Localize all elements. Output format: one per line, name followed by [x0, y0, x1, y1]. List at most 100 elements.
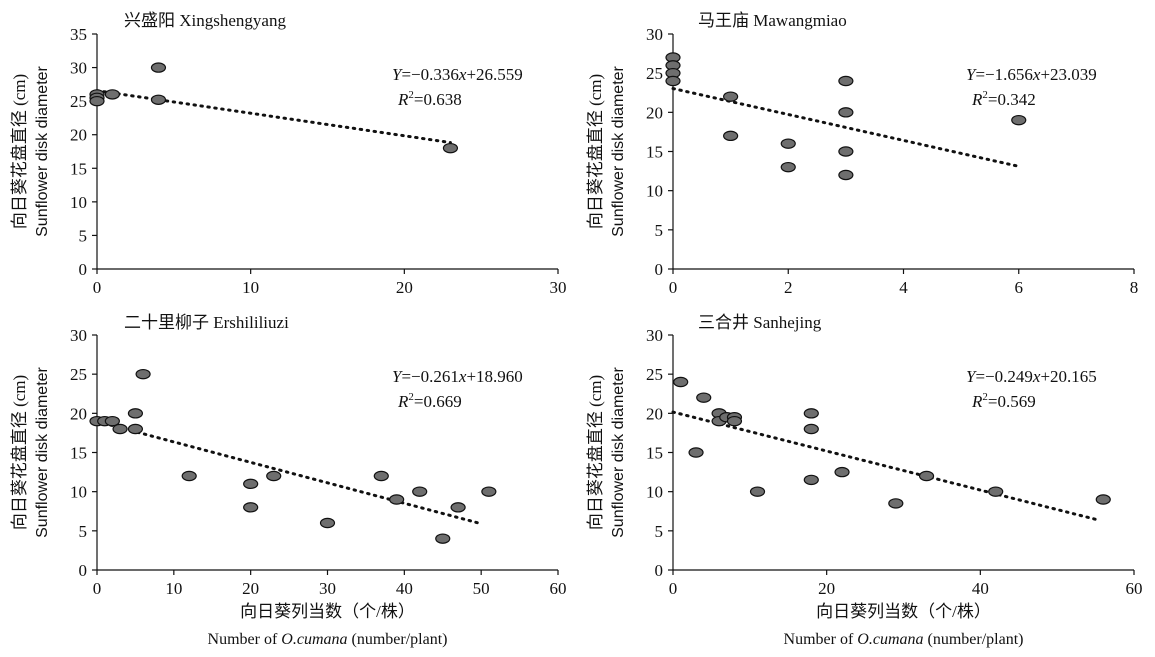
y-axis-label-en: Sunflower disk diameter — [34, 65, 51, 236]
data-point — [243, 478, 259, 490]
panel-title: 二十里柳子 Ershililiuzi — [124, 313, 289, 332]
regression-equation: Y=−0.336x+26.559 — [392, 65, 523, 84]
y-tick-label: 5 — [655, 522, 664, 541]
y-tick-label: 0 — [655, 260, 664, 279]
x-tick-label: 0 — [93, 579, 102, 598]
panel-xingshengyang: 0 5 10 15 20 25 30 35 0 10 20 30 兴盛阳 Xingshengyang 向日… — [10, 11, 567, 297]
data-point — [243, 502, 259, 513]
y-axis-label-en: Sunflower disk diameter — [610, 65, 627, 236]
y-tick-label: 25 — [646, 64, 663, 83]
x-axis-label-cn: 向日葵列当数（个/株） — [816, 602, 991, 621]
y-axis-label-cn: 向日葵花盘直径 (cm) — [586, 74, 605, 229]
y-tick-label: 30 — [646, 326, 663, 345]
x-axis-label-en: Number of O.cumana (number/plant) — [208, 631, 448, 648]
y-tick-label: 20 — [70, 404, 87, 423]
data-point — [726, 415, 743, 427]
x-tick-label: 2 — [784, 278, 793, 297]
y-axis-label-cn: 向日葵花盘直径 (cm) — [586, 375, 605, 530]
regression-equation: Y=−0.249x+20.165 — [966, 367, 1097, 386]
data-point — [150, 94, 167, 106]
y-tick-label: 35 — [70, 25, 87, 44]
x-tick-label: 40 — [972, 579, 989, 598]
data-point — [150, 62, 167, 73]
x-axis-label-en: Number of O.cumana (number/plant) — [784, 631, 1024, 648]
regression-equation: Y=−1.656x+23.039 — [966, 65, 1097, 84]
y-tick-label: 20 — [70, 126, 87, 145]
x-tick-label: 8 — [1130, 278, 1139, 297]
x-tick-label: 20 — [242, 579, 259, 598]
data-point — [888, 498, 904, 509]
y-tick-label: 25 — [70, 365, 87, 384]
y-tick-label: 10 — [646, 483, 663, 502]
x-axis-label-cn: 向日葵列当数（个/株） — [240, 602, 415, 621]
data-point — [673, 376, 689, 388]
data-point — [988, 486, 1004, 497]
data-point — [838, 146, 854, 157]
x-tick-label: 10 — [242, 278, 259, 297]
data-point — [442, 142, 459, 154]
trendline — [671, 410, 1098, 521]
y-tick-label: 0 — [79, 561, 88, 580]
x-tick-label: 4 — [899, 278, 908, 297]
r-squared: R2=0.569 — [971, 391, 1036, 411]
x-tick-label: 60 — [1126, 579, 1143, 598]
x-tick-label: 30 — [319, 579, 336, 598]
y-axis-label-cn: 向日葵花盘直径 (cm) — [10, 375, 29, 530]
data-point — [838, 169, 854, 181]
y-tick-label: 20 — [646, 103, 663, 122]
data-point — [450, 502, 466, 513]
y-tick-label: 10 — [70, 193, 87, 212]
data-point — [112, 423, 128, 435]
y-tick-label: 15 — [70, 159, 87, 178]
data-point — [412, 486, 428, 497]
data-point — [127, 408, 144, 419]
x-tick-label: 10 — [165, 579, 182, 598]
data-point — [104, 415, 120, 427]
data-point — [749, 486, 766, 497]
data-point — [319, 517, 336, 529]
data-point — [723, 91, 739, 102]
data-point — [696, 392, 712, 403]
data-point — [1011, 114, 1027, 126]
panel-title: 兴盛阳 Xingshengyang — [124, 11, 286, 30]
x-tick-label: 6 — [1015, 278, 1024, 297]
y-tick-label: 5 — [79, 522, 88, 541]
y-axis-label-cn: 向日葵花盘直径 (cm) — [10, 74, 29, 229]
data-point — [89, 95, 105, 107]
data-point — [266, 470, 282, 482]
x-tick-label: 0 — [93, 278, 102, 297]
y-tick-label: 30 — [646, 25, 663, 44]
y-tick-label: 10 — [646, 182, 663, 201]
y-tick-label: 15 — [646, 143, 663, 162]
y-tick-label: 30 — [70, 326, 87, 345]
panel-sanhejing: 0 5 10 15 20 25 30 0 20 40 60 三合井 Sanhejing 向日葵花盘直径 … — [586, 313, 1143, 648]
data-point — [389, 494, 405, 505]
y-tick-label: 20 — [646, 404, 663, 423]
data-point — [1095, 494, 1111, 505]
x-tick-label: 40 — [396, 579, 413, 598]
data-point — [803, 423, 819, 435]
data-point — [803, 474, 819, 486]
y-axis-label-en: Sunflower disk diameter — [610, 366, 627, 537]
r-squared: R2=0.342 — [971, 89, 1036, 109]
data-point — [834, 466, 850, 478]
trendline — [95, 419, 483, 526]
y-tick-label: 25 — [70, 92, 87, 111]
data-point — [780, 161, 796, 173]
y-tick-label: 5 — [655, 221, 664, 240]
panel-ershililiuzi: 0 5 10 15 20 25 30 0 10 20 30 40 50 60 二十里柳子 Ershilili… — [10, 313, 567, 648]
data-point — [918, 470, 935, 482]
r-squared: R2=0.669 — [397, 391, 462, 411]
data-point — [780, 138, 796, 149]
y-tick-label: 15 — [70, 444, 87, 463]
y-tick-label: 0 — [79, 260, 88, 279]
data-point — [803, 408, 819, 419]
x-tick-label: 20 — [396, 278, 413, 297]
data-point — [181, 470, 197, 482]
x-tick-label: 0 — [669, 579, 678, 598]
y-tick-label: 5 — [79, 226, 88, 245]
y-tick-label: 10 — [70, 483, 87, 502]
data-point — [838, 107, 854, 118]
x-tick-label: 20 — [818, 579, 835, 598]
